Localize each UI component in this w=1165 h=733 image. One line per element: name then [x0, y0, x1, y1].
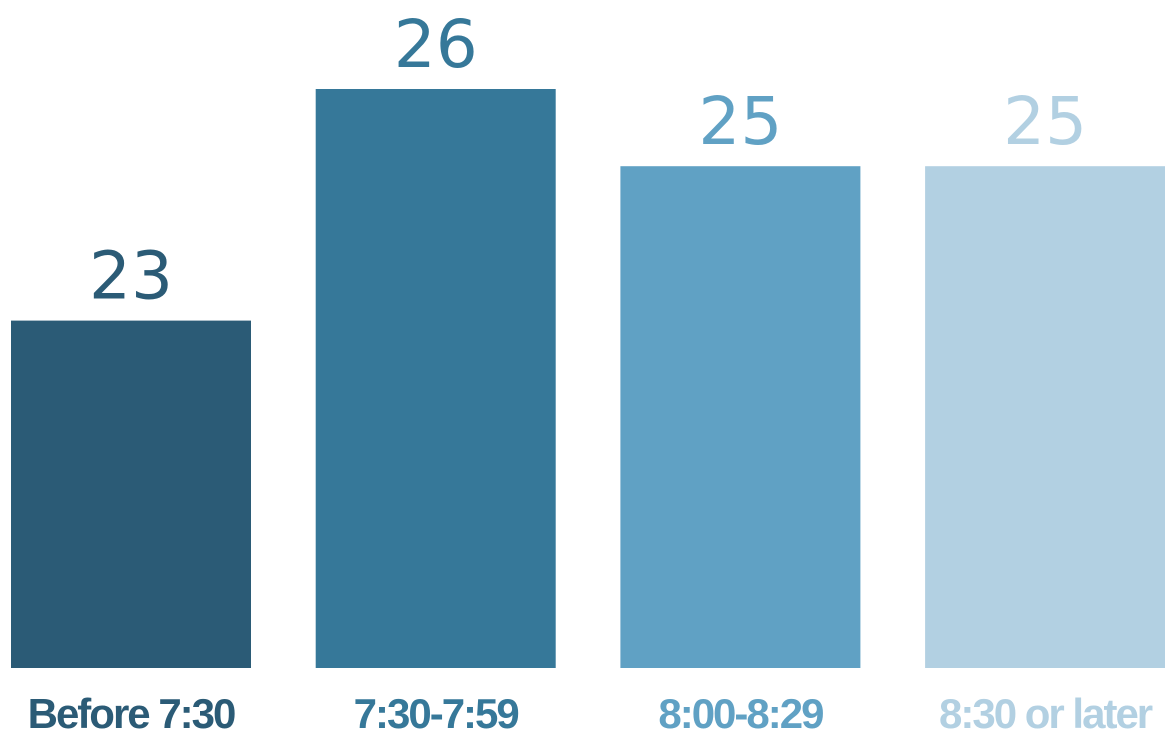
bar-8-30-or-later [925, 166, 1165, 668]
bar-before-7-30 [11, 320, 251, 668]
value-labels-group: 23 26 25 25 [89, 6, 1087, 315]
value-label-8-30-or-later: 25 [1003, 83, 1087, 160]
category-label-before-7-30: Before 7:30 [28, 690, 235, 733]
category-label-8-30-or-later: 8:30 or later [939, 690, 1153, 733]
value-label-8-00-8-29: 25 [698, 83, 782, 160]
value-label-7-30-7-59: 26 [394, 6, 478, 83]
category-labels-group: Before 7:30 7:30-7:59 8:00-8:29 8:30 or lat… [28, 690, 1155, 733]
category-label-7-30-7-59: 7:30-7:59 [354, 690, 519, 733]
bar-8-00-8-29 [620, 166, 861, 668]
bar-7-30-7-59 [315, 89, 556, 668]
value-label-before-7-30: 23 [89, 238, 173, 315]
category-label-8-00-8-29: 8:00-8:29 [658, 690, 823, 733]
bars-group [11, 89, 1165, 668]
